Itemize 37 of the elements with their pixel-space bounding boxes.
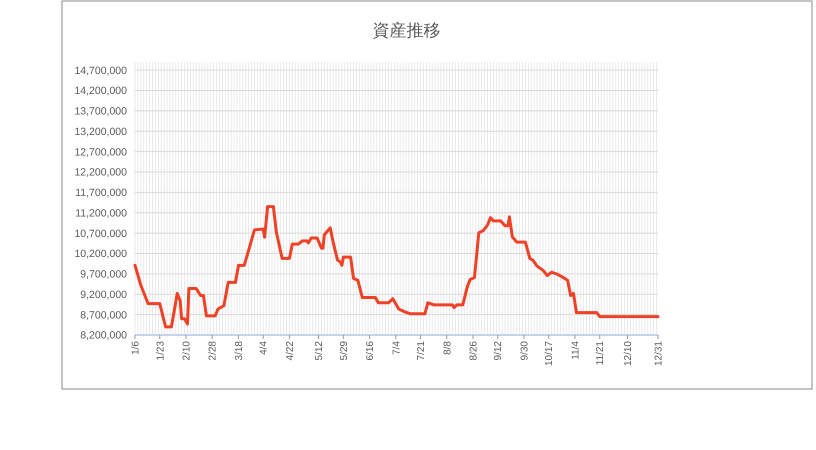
x-tick-label: 2/28 (208, 340, 219, 360)
y-tick-label: 13,700,000 (74, 106, 128, 118)
x-tick-label: 10/17 (544, 340, 556, 366)
x-tick-label: 9/30 (519, 340, 530, 360)
x-tick-label: 2/10 (181, 340, 192, 360)
y-tick-label: 12,700,000 (74, 146, 128, 158)
x-tick-label: 8/8 (442, 340, 454, 355)
y-tick-label: 11,200,000 (75, 207, 128, 220)
x-tick-label: 5/29 (338, 340, 350, 360)
x-tick-label: 11/4 (570, 340, 582, 360)
y-tick-label: 9,700,000 (80, 268, 128, 281)
x-tick-label: 1/23 (155, 340, 166, 360)
x-tick-label: 7/4 (391, 340, 402, 355)
y-tick-label: 14,200,000 (74, 85, 128, 98)
y-tick-label: 9,200,000 (80, 288, 128, 301)
y-tick-label: 11,700,000 (75, 187, 128, 200)
x-tick-label: 5/12 (314, 340, 326, 360)
chart-title: 資産推移 (372, 21, 440, 40)
y-tick-label: 8,200,000 (80, 330, 128, 342)
y-tick-label: 8,700,000 (80, 309, 128, 322)
x-tick-label: 8/26 (468, 340, 480, 360)
x-tick-label: 1/6 (130, 340, 142, 355)
x-tick-label: 6/16 (365, 340, 376, 360)
y-tick-label: 10,700,000 (74, 228, 128, 240)
y-tick-label: 12,200,000 (74, 166, 128, 179)
x-tick-label: 12/10 (622, 340, 634, 366)
x-tick-label: 3/18 (234, 340, 245, 360)
x-tick-label: 7/21 (416, 340, 428, 360)
y-tick-label: 10,200,000 (74, 248, 128, 260)
x-tick-label: 12/31 (654, 340, 664, 366)
x-tick-label: 11/21 (595, 340, 606, 366)
line-series (134, 205, 660, 328)
y-tick-label: 13,200,000 (74, 126, 128, 138)
x-tick-label: 4/4 (258, 340, 270, 355)
x-tick-label: 9/12 (493, 340, 504, 360)
y-tick-label: 14,700,000 (74, 64, 128, 77)
x-tick-label: 4/22 (284, 340, 296, 360)
